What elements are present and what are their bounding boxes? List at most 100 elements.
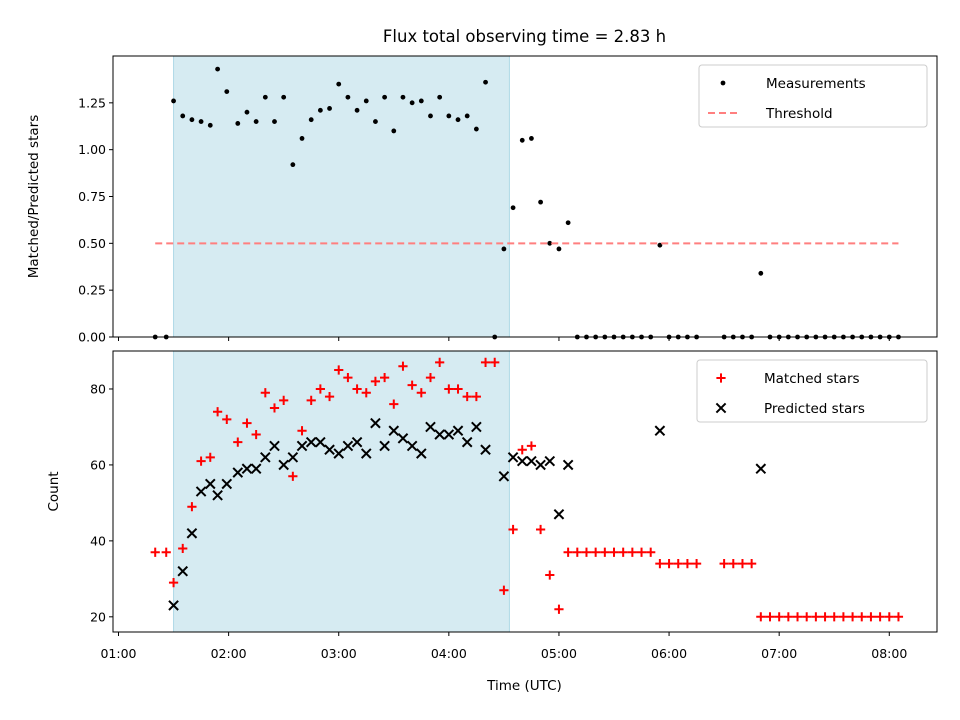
data-point [673,559,683,569]
data-point [215,66,221,72]
data-point [315,384,325,394]
data-point [233,437,243,447]
data-point [262,94,268,100]
data-point [379,440,390,452]
data-point [758,270,764,276]
data-point [847,612,858,622]
data-point [783,612,793,622]
data-point [462,391,472,402]
data-point [526,455,537,467]
data-point [657,242,663,248]
data-point [501,246,507,252]
data-point [150,547,160,557]
data-point [207,122,213,128]
data-point [425,372,436,383]
data-point [516,455,528,467]
legend-label: Measurements [766,76,866,92]
data-point [682,559,693,569]
y-axis-label: Matched/Predicted stars [26,115,42,278]
x-tick-label: 06:00 [651,646,687,661]
legend-marker [720,80,726,86]
legend-label: Threshold [765,106,833,122]
data-point [161,547,171,557]
data-point [802,612,812,622]
data-point [866,612,876,622]
data-point [196,456,206,466]
data-point [178,543,188,554]
x-tick-label: 07:00 [761,646,797,661]
data-point [418,98,424,104]
data-point [747,559,757,569]
data-point [296,440,308,452]
data-point [373,119,378,124]
x-tick-label: 03:00 [321,646,357,661]
axes-frame [112,350,938,633]
data-point [278,459,289,471]
data-point [260,388,270,398]
data-point [224,89,230,94]
data-point [287,452,299,463]
data-point [305,436,317,448]
y-tick-label: 1.00 [78,142,106,157]
data-point [389,399,399,409]
data-point [446,113,452,119]
data-point [535,459,546,471]
data-point [510,205,516,211]
data-point [857,612,867,622]
data-point [198,119,204,124]
data-point [838,612,849,622]
data-point [728,559,738,569]
series-predicted-stars [168,417,767,611]
data-point [306,395,316,405]
y-tick-label: 0.50 [78,236,106,251]
data-point [498,471,510,482]
data-point [554,604,564,614]
data-point [370,417,381,429]
data-point [195,486,207,497]
data-point [212,489,223,501]
data-point [168,600,179,611]
data-point [553,508,565,520]
data-point [380,372,390,383]
y-axis-label: Count [46,471,62,511]
data-point [737,559,748,569]
data-point [646,547,656,557]
data-point [204,478,216,490]
data-point [333,448,345,459]
data-point [499,585,509,595]
data-point [290,162,296,168]
data-point [453,384,463,394]
data-point [205,452,215,462]
data-point [428,113,433,119]
data-point [180,113,186,119]
data-point [444,384,454,394]
series-matched-stars [150,357,904,622]
data-point [186,527,198,539]
data-point [884,612,894,622]
data-point [507,452,519,463]
data-point [398,361,408,371]
data-point [875,612,885,622]
x-tick-label: 01:00 [100,646,136,661]
data-point [343,372,353,383]
data-point [281,94,287,100]
data-point [434,429,445,440]
data-point [351,436,363,448]
legend-label: Predicted stars [764,401,865,417]
data-point [189,117,195,123]
data-point [538,199,543,205]
data-point [480,444,491,456]
data-point [317,107,323,113]
data-point [334,365,344,375]
data-point [406,440,418,452]
data-point [235,121,241,126]
data-point [232,467,244,478]
data-point [655,559,665,569]
data-point [397,433,409,444]
data-point [581,547,592,557]
data-point [654,425,666,437]
data-point [269,403,280,413]
data-point [360,448,372,459]
data-point [187,502,197,512]
data-point [297,426,307,436]
